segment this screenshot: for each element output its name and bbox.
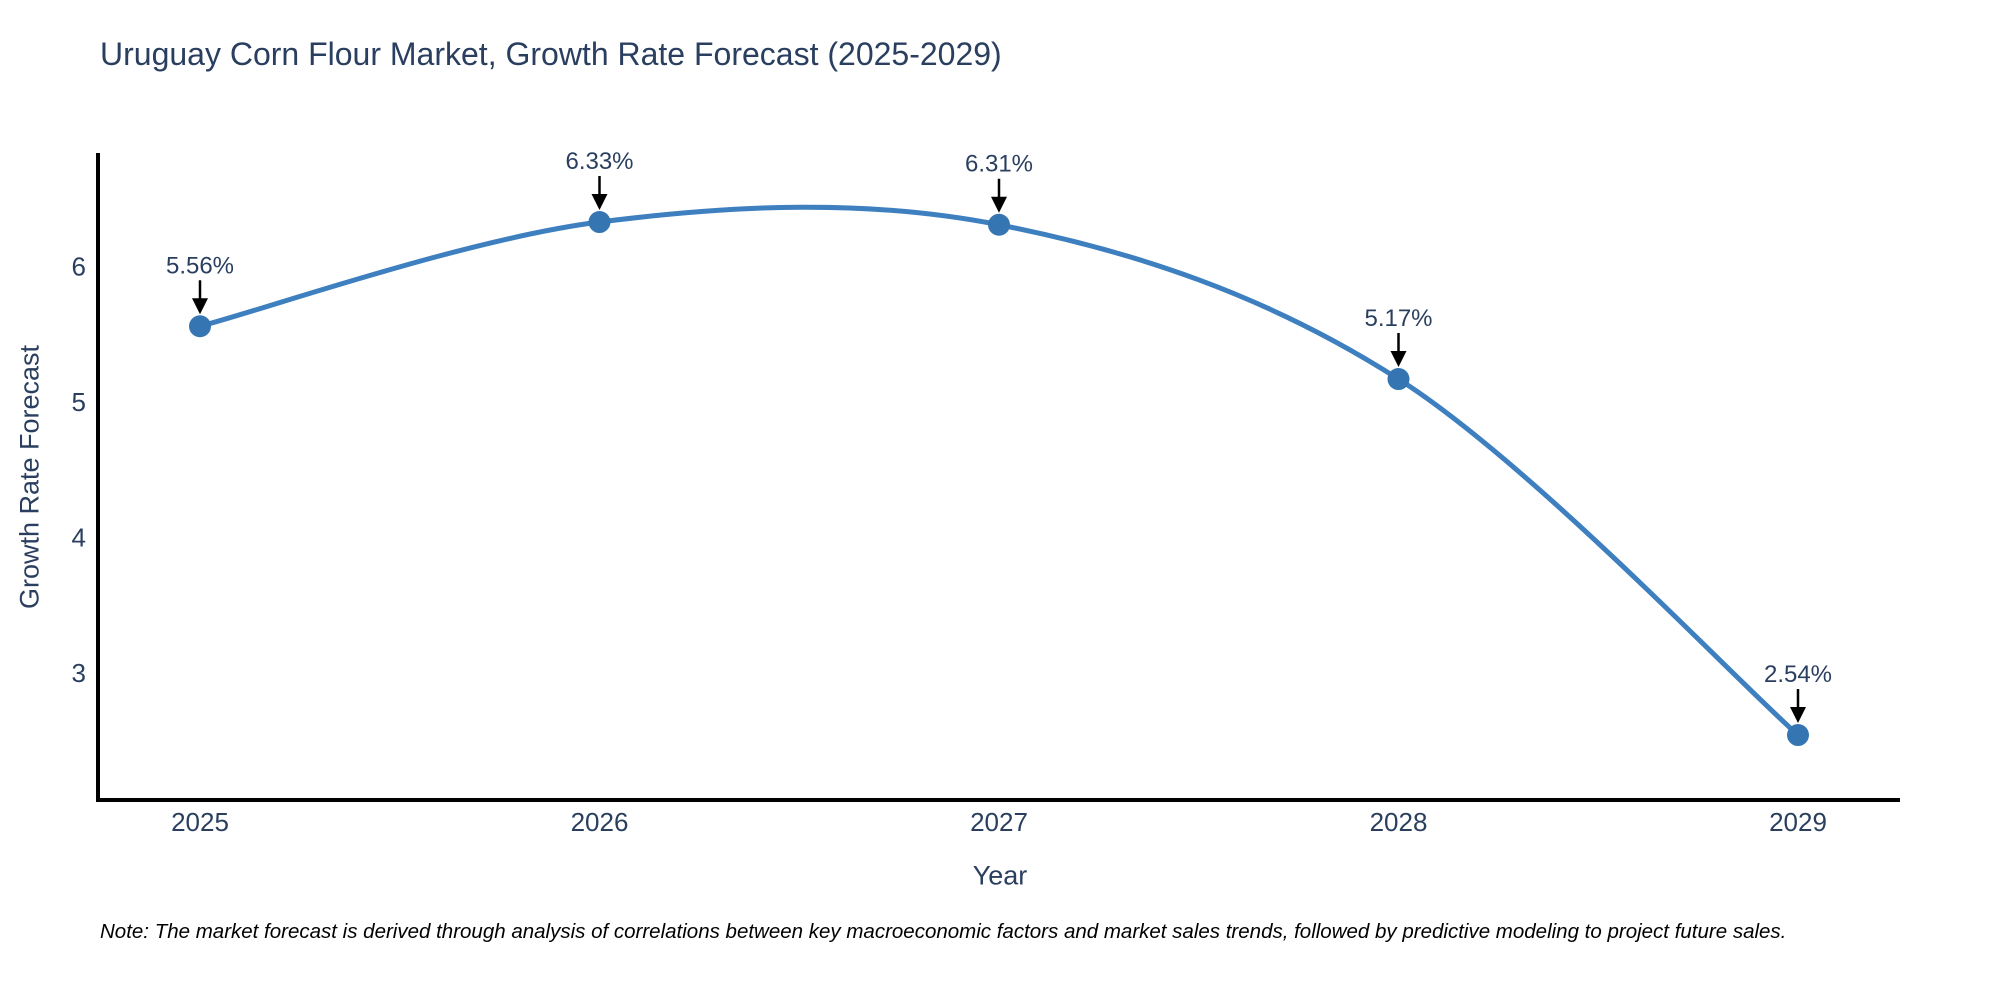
annotation-arrowhead — [192, 298, 208, 315]
annotation-arrowhead — [991, 196, 1007, 213]
data-point — [1387, 368, 1410, 391]
y-tick-label: 6 — [72, 252, 86, 282]
annotation-arrowhead — [591, 194, 608, 211]
chart-title: Uruguay Corn Flour Market, Growth Rate F… — [100, 36, 1002, 72]
x-tick-label: 2027 — [970, 807, 1028, 837]
x-axis-title: Year — [972, 860, 1028, 891]
point-annotation: 5.17% — [1364, 305, 1432, 332]
x-tick-label: 2028 — [1370, 807, 1428, 837]
x-tick-label: 2029 — [1769, 807, 1827, 837]
point-annotation: 6.33% — [565, 148, 633, 175]
data-point — [588, 211, 611, 234]
x-tick-label: 2025 — [171, 807, 229, 837]
data-point — [1787, 724, 1809, 747]
footnote: Note: The market forecast is derived thr… — [100, 920, 1787, 943]
data-point — [988, 213, 1010, 236]
y-tick-label: 3 — [72, 658, 86, 688]
data-point — [189, 315, 211, 338]
point-annotation: 5.56% — [166, 252, 234, 279]
y-axis-title: Growth Rate Forecast — [14, 344, 45, 610]
line-series — [197, 204, 1801, 738]
y-tick-label: 5 — [72, 387, 86, 417]
point-annotation: 6.31% — [965, 151, 1033, 178]
annotation-arrowhead — [1390, 351, 1407, 368]
x-tick-label: 2026 — [571, 807, 629, 837]
y-tick-label: 4 — [72, 522, 86, 552]
annotation-arrowhead — [1790, 707, 1806, 724]
point-annotation: 2.54% — [1764, 661, 1832, 688]
